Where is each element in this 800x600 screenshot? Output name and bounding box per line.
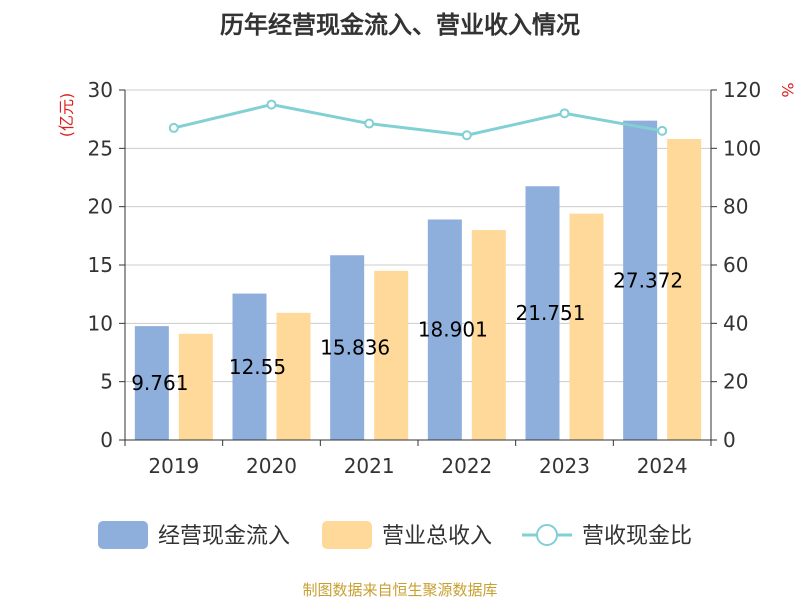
bar-cash-inflow [232,293,267,440]
legend-swatch-ratio-marker [536,524,558,546]
right-axis-unit: % [778,82,797,97]
bar-cash-inflow [134,326,169,440]
data-label: 9.761 [131,371,188,395]
right-tick-label: 120 [723,78,761,102]
bars [134,120,702,440]
grid-lines [125,89,711,383]
data-label: 18.901 [418,318,488,342]
legend-label-cash-inflow: 经营现金流入 [158,524,290,549]
right-tick-label: 80 [723,195,748,219]
x-tick-label: 2022 [441,454,492,478]
bar-revenue [374,270,409,440]
bar-cash-inflow [525,186,560,440]
left-tick-label: 20 [88,195,113,219]
bar-cash-inflow [427,219,462,440]
ratio-line-path [173,103,663,137]
right-tick-label: 40 [723,311,748,335]
x-tick-label: 2021 [344,454,395,478]
ratio-line [168,99,668,141]
data-label: 21.751 [516,301,586,325]
ratio-point [364,118,375,129]
legend-swatch-cash-inflow [98,521,148,549]
left-tick-label: 30 [88,78,113,102]
x-tick-label: 2019 [148,454,199,478]
left-tick-label: 10 [88,311,113,335]
bar-revenue [178,333,213,440]
ratio-point [461,130,472,141]
right-tick-label: 100 [723,136,761,160]
ratio-point [168,122,179,133]
legend-label-revenue: 营业总收入 [382,524,492,549]
left-tick-label: 25 [88,136,113,160]
data-labels: 9.761 12.55 15.836 18.901 21.751 27.372 [131,268,683,395]
bar-revenue [569,213,604,440]
x-tick-label: 2024 [637,454,688,478]
bar-revenue [667,139,702,440]
data-label: 12.55 [229,355,286,379]
right-tick-label: 0 [723,428,736,452]
x-tick-label: 2023 [539,454,590,478]
right-tick-label: 20 [723,370,748,394]
legend-label-ratio: 营收现金比 [582,524,692,549]
left-tick-label: 5 [100,370,113,394]
bar-cash-inflow [330,255,365,440]
legend-swatch-revenue [322,521,372,549]
ratio-point [266,99,277,110]
ratio-point [559,108,570,119]
bar-revenue [471,230,506,440]
x-tick-label: 2020 [246,454,297,478]
ratio-point [657,125,668,136]
bar-revenue [276,312,311,440]
left-tick-label: 15 [88,253,113,277]
axes: 0 5 10 15 20 25 30 0 20 40 60 80 100 120 2019 2020 2021 2… [88,78,762,478]
bar-cash-inflow [623,120,658,440]
data-label: 15.836 [320,336,390,360]
data-label: 27.372 [613,268,683,292]
left-axis-unit: (亿元) [57,93,76,138]
left-tick-label: 0 [100,428,113,452]
source-note: 制图数据来自恒生聚源数据库 [302,581,497,599]
legend: 经营现金流入 营业总收入 营收现金比 [98,521,692,549]
chart-title: 历年经营现金流入、营业收入情况 [220,11,580,39]
right-tick-label: 60 [723,253,748,277]
